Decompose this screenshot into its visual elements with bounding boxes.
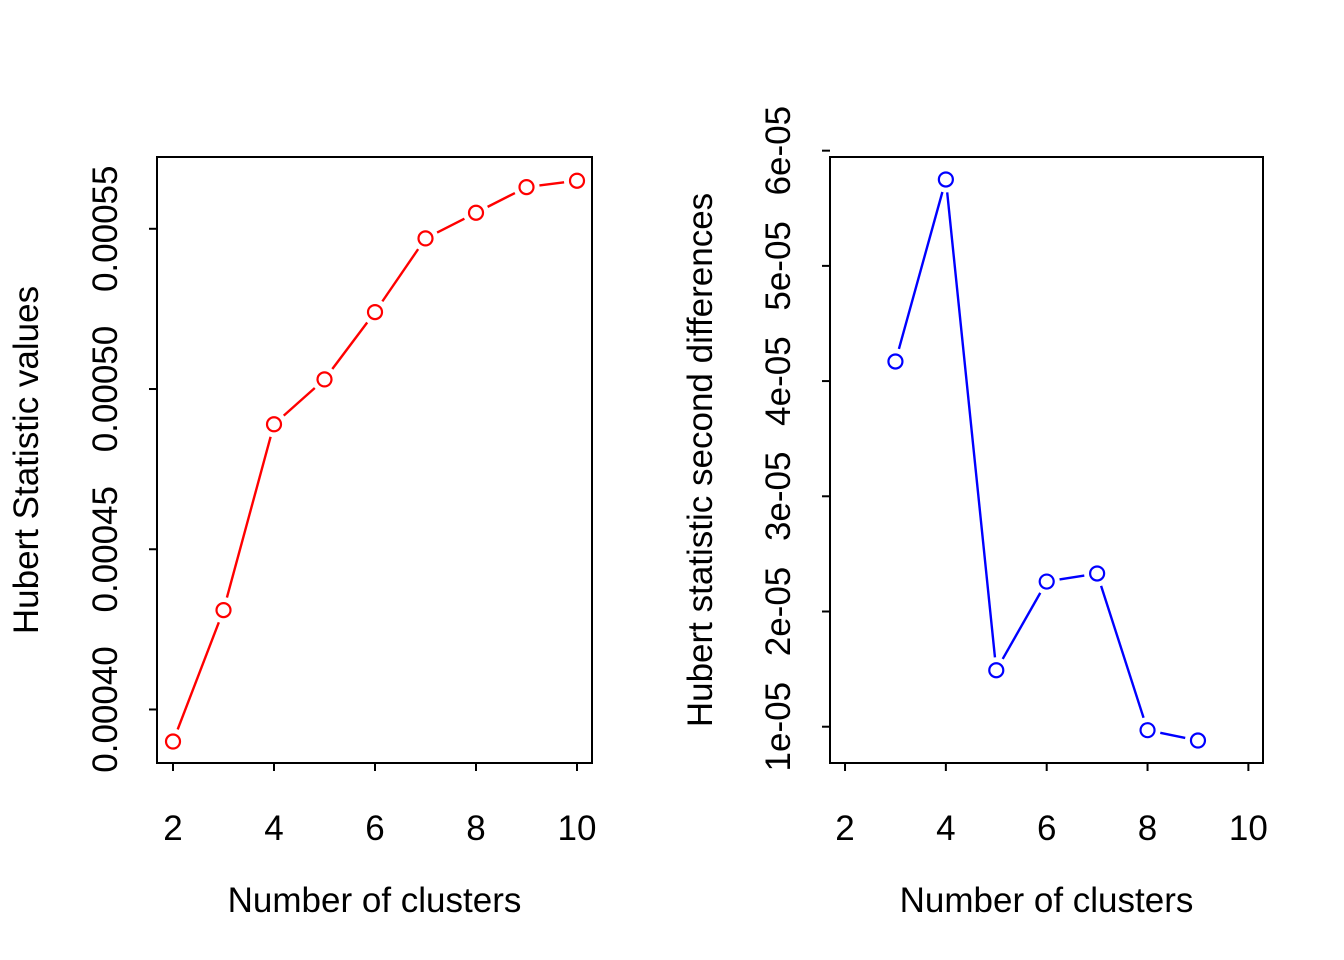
data-point-marker	[568, 172, 586, 189]
x-tick-label: 6	[1037, 809, 1056, 848]
data-point-marker	[265, 416, 283, 433]
series-line-segment	[331, 321, 369, 370]
data-point-marker	[467, 204, 485, 221]
data-point-marker	[518, 179, 535, 196]
y-tick-label: 6e-05	[759, 106, 798, 196]
y-tick-label: 0.00055	[86, 166, 125, 293]
series-line-segment	[381, 248, 420, 303]
x-tick-label: 8	[466, 809, 485, 848]
data-point-marker	[887, 353, 904, 370]
plot-box	[829, 156, 1264, 764]
x-tick-label: 2	[835, 809, 854, 848]
y-tick-label: 0.00040	[86, 646, 125, 773]
data-point-marker	[1038, 573, 1055, 590]
series-line-segment	[897, 191, 944, 350]
plot-box	[156, 156, 593, 764]
y-tick-label: 4e-05	[759, 336, 798, 426]
series-line-segment	[176, 621, 220, 730]
data-point-marker	[366, 304, 384, 321]
series-line-segment	[1059, 574, 1085, 581]
series-line-segment	[1001, 592, 1042, 660]
x-tick-label: 4	[264, 809, 283, 848]
y-tick-label: 0.00050	[86, 326, 125, 453]
x-tick-label: 6	[365, 809, 384, 848]
y-axis-title: Hubert Statistic values	[7, 286, 46, 634]
x-tick-label: 10	[558, 809, 597, 848]
data-point-marker	[988, 662, 1005, 679]
x-tick-label: 2	[163, 809, 182, 848]
data-point-marker	[937, 171, 954, 188]
series-line-segment	[282, 387, 316, 417]
data-point-marker	[215, 602, 232, 619]
data-point-marker	[1089, 565, 1106, 582]
series-line-segment	[1099, 585, 1145, 719]
x-axis-title: Number of clusters	[900, 881, 1194, 920]
series-line-segment	[945, 192, 997, 658]
series-line-segment	[487, 191, 516, 208]
data-point-marker	[1139, 722, 1156, 739]
data-point-marker	[417, 230, 434, 247]
hubert-values-panel: 2 4 6 8 10 0.00040 0.00045 0.00050 0.00055 Number…	[7, 156, 597, 920]
series-line-segment	[225, 436, 272, 598]
y-tick-label: 5e-05	[759, 221, 798, 311]
data-point-marker	[316, 371, 333, 388]
hubert-second-differences-panel: 2 4 6 8 10 1e-05 2e-05 3e-05 4e-05 5e-05 6e-05 Numb…	[681, 106, 1268, 920]
y-tick-label: 1e-05	[759, 682, 798, 772]
data-point-marker	[1189, 732, 1207, 749]
x-tick-label: 8	[1138, 809, 1157, 848]
series-line-segment	[539, 181, 565, 187]
y-axis-title: Hubert statistic second differences	[681, 193, 720, 727]
x-axis-title: Number of clusters	[228, 881, 522, 920]
series-line-segment	[436, 217, 465, 234]
y-tick-label: 3e-05	[759, 452, 798, 542]
y-tick-label: 2e-05	[759, 567, 798, 657]
x-tick-label: 4	[936, 809, 955, 848]
series-line-segment	[1160, 731, 1186, 740]
x-tick-label: 10	[1229, 809, 1268, 848]
data-point-marker	[164, 733, 182, 750]
y-tick-label: 0.00045	[86, 486, 125, 613]
